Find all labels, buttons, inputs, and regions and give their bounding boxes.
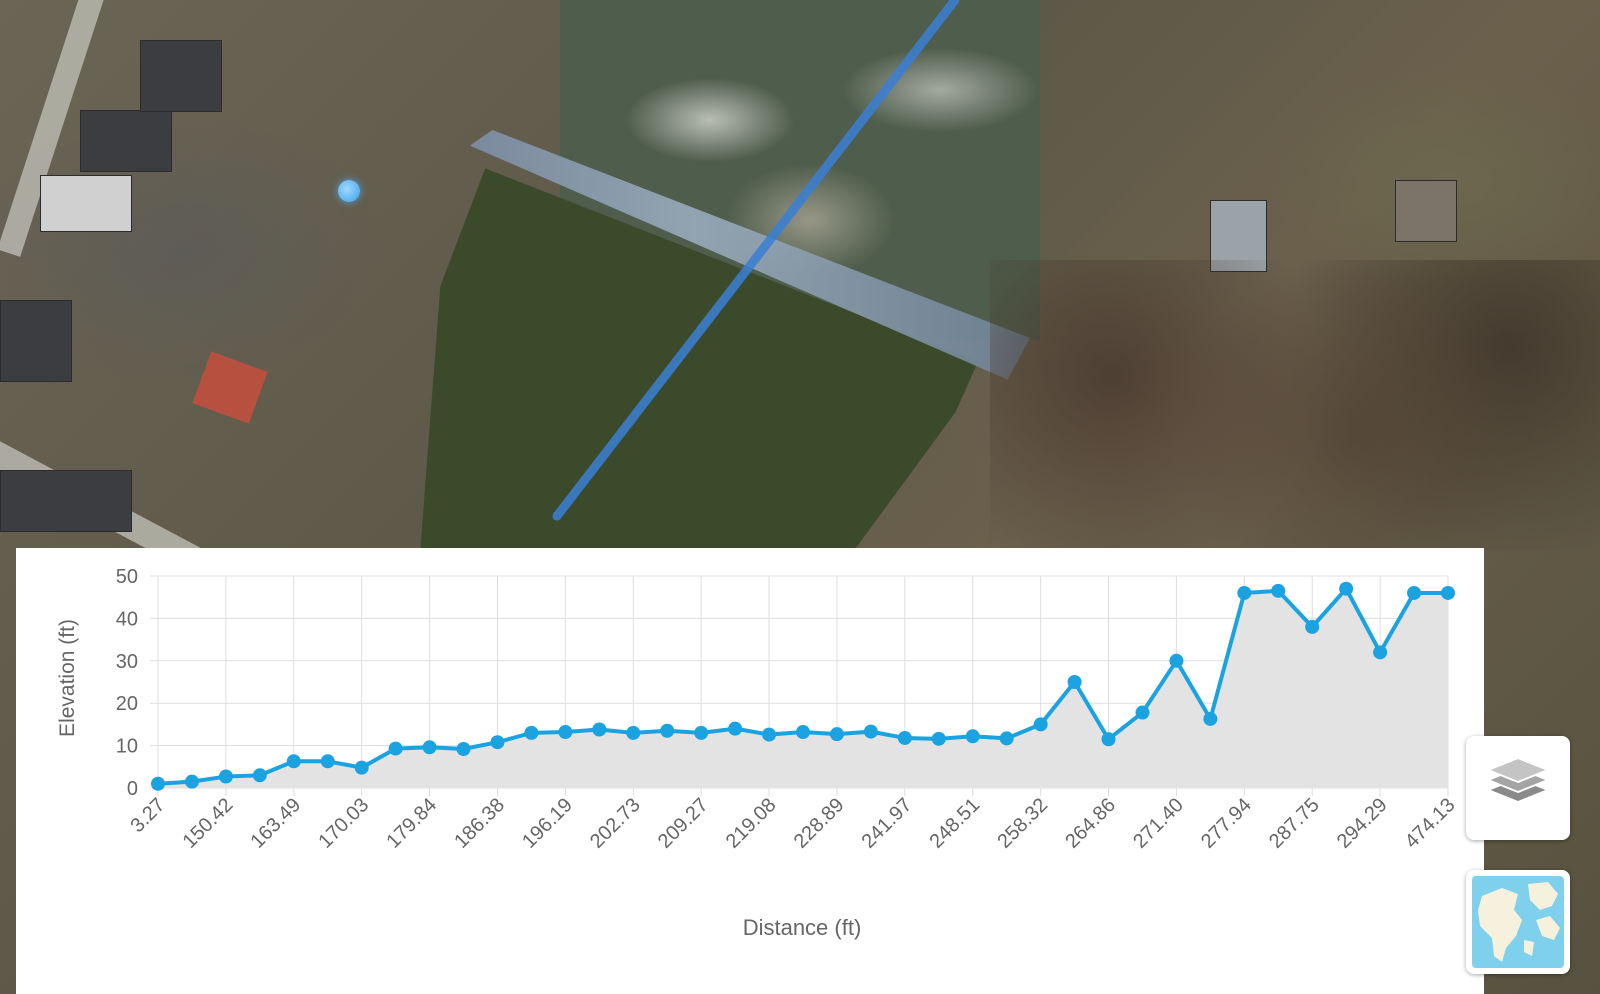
elevation-point[interactable] [1101, 732, 1116, 747]
elevation-point[interactable] [863, 724, 878, 739]
elevation-point[interactable] [1271, 583, 1286, 598]
elevation-point[interactable] [1339, 581, 1354, 596]
x-tick-label: 277.94 [1197, 794, 1256, 853]
y-tick-label: 50 [116, 566, 138, 588]
elevation-profile-panel: 0 10 20 30 40 50 3.27 150.42 163.49 170.03 179.84… [16, 548, 1484, 994]
elevation-point[interactable] [965, 729, 980, 744]
building [80, 110, 172, 172]
x-tick-label: 271.40 [1129, 794, 1188, 853]
elevation-point[interactable] [1407, 585, 1422, 600]
x-tick-label: 163.49 [247, 794, 306, 853]
y-tick-label: 20 [116, 693, 138, 715]
elevation-point[interactable] [999, 731, 1014, 746]
elevation-point[interactable] [829, 727, 844, 742]
x-tick-label: 241.97 [858, 794, 917, 853]
tree-cover [990, 260, 1600, 550]
x-tick-label: 150.42 [179, 794, 238, 853]
elevation-chart: 0 10 20 30 40 50 3.27 150.42 163.49 170.03 179.84… [56, 566, 1460, 940]
elevation-point[interactable] [218, 769, 233, 784]
x-tick-label: 170.03 [314, 794, 373, 853]
basemap-switcher-button[interactable] [1466, 870, 1570, 974]
x-tick-label: 209.27 [654, 794, 713, 853]
x-axis-label: Distance (ft) [743, 915, 862, 940]
elevation-point[interactable] [1237, 585, 1252, 600]
x-tick-label: 196.19 [518, 794, 577, 853]
building [0, 300, 72, 382]
building [140, 40, 222, 112]
building [40, 175, 132, 232]
y-tick-label: 10 [116, 736, 138, 758]
y-tick-label: 0 [127, 778, 138, 800]
elevation-point[interactable] [1305, 619, 1320, 634]
elevation-point[interactable] [1033, 717, 1048, 732]
location-marker-icon[interactable] [338, 180, 360, 202]
elevation-point[interactable] [762, 727, 777, 742]
x-tick-label: 287.75 [1265, 794, 1324, 853]
y-axis-label: Elevation (ft) [56, 619, 79, 737]
elevation-point[interactable] [320, 754, 335, 769]
elevation-point[interactable] [151, 776, 165, 791]
layers-button[interactable] [1466, 736, 1570, 840]
elevation-point[interactable] [524, 725, 539, 740]
building [1395, 180, 1457, 242]
route-segment [552, 0, 960, 521]
elevation-point[interactable] [354, 760, 369, 775]
x-tick-label: 202.73 [586, 794, 645, 853]
x-tick-label: 219.08 [722, 794, 781, 853]
y-tick-label: 30 [116, 651, 138, 673]
y-axis-ticks: 0 10 20 30 40 50 [116, 566, 138, 800]
x-axis-ticks: 3.27 150.42 163.49 170.03 179.84 186.38 196.19… [126, 794, 1459, 853]
elevation-point[interactable] [897, 730, 912, 745]
world-map-thumbnail-icon [1472, 876, 1564, 968]
elevation-point[interactable] [558, 725, 573, 740]
elevation-point[interactable] [184, 774, 199, 789]
elevation-point[interactable] [728, 721, 743, 736]
elevation-point[interactable] [796, 725, 810, 740]
x-tick-label: 474.13 [1401, 794, 1460, 853]
x-tick-label: 228.89 [790, 794, 849, 853]
chart-area [158, 588, 1448, 788]
elevation-point[interactable] [660, 723, 675, 738]
elevation-point[interactable] [1441, 585, 1455, 600]
elevation-point[interactable] [1373, 645, 1388, 660]
layers-icon [1485, 756, 1551, 804]
elevation-point[interactable] [456, 741, 471, 756]
elevation-point[interactable] [252, 768, 267, 783]
x-tick-label: 179.84 [382, 794, 441, 853]
elevation-point[interactable] [388, 741, 403, 756]
elevation-point[interactable] [1135, 705, 1150, 720]
elevation-point[interactable] [626, 725, 641, 740]
building [0, 470, 132, 532]
x-tick-label: 258.32 [993, 794, 1052, 853]
elevation-area-fill [158, 588, 1448, 788]
chart-points [151, 581, 1455, 791]
elevation-point[interactable] [1203, 711, 1218, 726]
elevation-point[interactable] [1067, 675, 1082, 689]
elevation-point[interactable] [931, 731, 946, 746]
x-tick-label: 3.27 [126, 794, 169, 837]
elevation-point[interactable] [1169, 653, 1184, 668]
x-tick-label: 264.86 [1061, 794, 1120, 853]
y-tick-label: 40 [116, 608, 138, 630]
elevation-point[interactable] [694, 725, 709, 740]
elevation-point[interactable] [592, 722, 607, 737]
x-tick-label: 186.38 [450, 794, 509, 853]
elevation-point[interactable] [422, 740, 437, 755]
x-tick-label: 248.51 [925, 794, 984, 853]
elevation-point[interactable] [286, 754, 301, 769]
elevation-point[interactable] [490, 735, 505, 750]
x-tick-label: 294.29 [1333, 794, 1392, 853]
